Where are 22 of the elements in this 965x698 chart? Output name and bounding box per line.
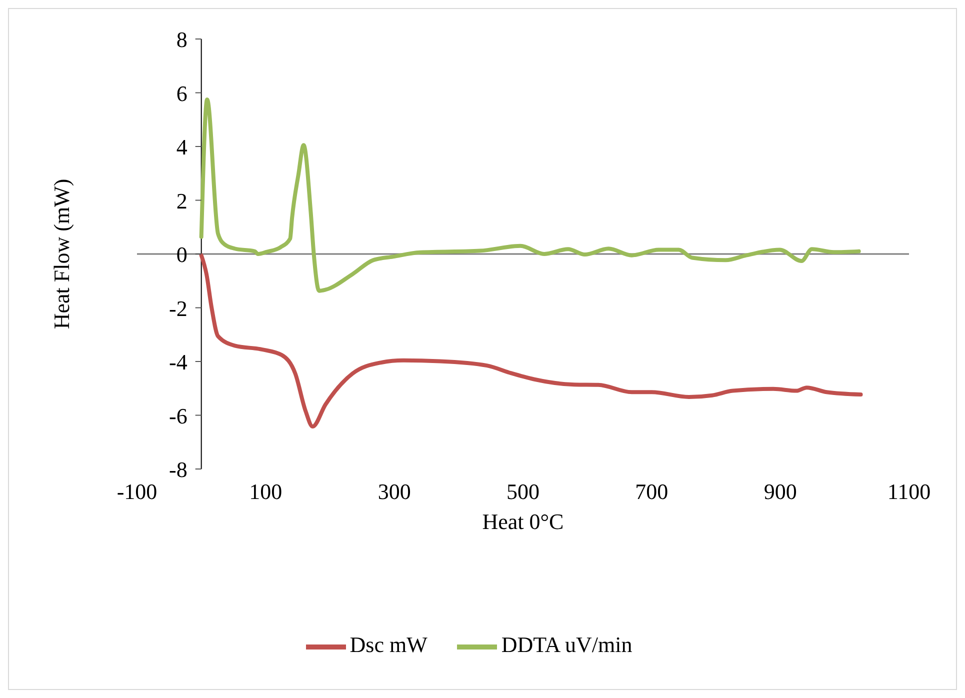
y-tick-label: -8 bbox=[169, 457, 188, 482]
x-tick-label: 100 bbox=[249, 479, 282, 504]
x-tick-label: 500 bbox=[506, 479, 540, 504]
y-tick-label: 8 bbox=[176, 27, 188, 52]
legend-label: Dsc mW bbox=[350, 632, 428, 658]
x-tick-label: 900 bbox=[764, 479, 797, 504]
y-tick-label: 2 bbox=[176, 188, 188, 214]
x-tick-label: 1100 bbox=[887, 479, 931, 504]
line-series bbox=[199, 97, 861, 293]
y-tick-label: -2 bbox=[169, 296, 188, 321]
x-tick-label: -100 bbox=[116, 479, 158, 504]
y-tick-label: -6 bbox=[169, 403, 188, 428]
y-tick-label: 6 bbox=[176, 80, 188, 106]
legend-label: DDTA uV/min bbox=[501, 632, 632, 658]
y-axis-title: Heat Flow (mW) bbox=[48, 178, 74, 330]
x-tick-label: 700 bbox=[635, 479, 668, 504]
y-tick-label: -4 bbox=[169, 350, 188, 374]
line-series bbox=[199, 253, 863, 429]
y-tick-label: 0 bbox=[176, 242, 188, 267]
y-tick-label: 4 bbox=[176, 134, 188, 160]
x-tick-label: 300 bbox=[378, 479, 411, 504]
x-axis-title: Heat 0°C bbox=[482, 509, 564, 534]
